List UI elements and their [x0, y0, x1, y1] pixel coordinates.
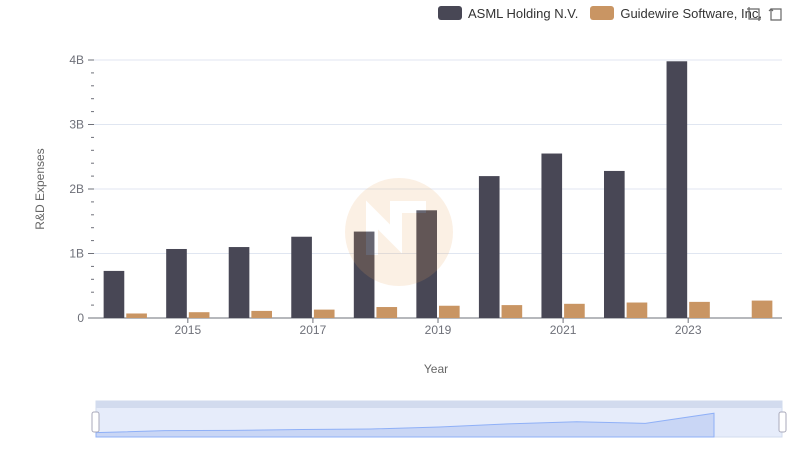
bar-guidewire-software-inc--2017[interactable]	[313, 309, 335, 318]
bar-guidewire-software-inc--2016[interactable]	[251, 310, 273, 318]
bar-guidewire-software-inc--2022[interactable]	[626, 302, 648, 318]
x-axis-title: Year	[423, 362, 449, 376]
legend-item-asml[interactable]: ASML Holding N.V.	[438, 6, 578, 21]
y-tick-label: 3B	[69, 118, 84, 132]
bar-asml-holding-n-v--2019[interactable]	[416, 210, 437, 318]
bar-guidewire-software-inc--2014[interactable]	[126, 313, 147, 318]
legend-item-guidewire[interactable]: Guidewire Software, Inc.	[590, 6, 762, 21]
x-tick-label: 2023	[675, 323, 702, 337]
bars	[103, 61, 773, 318]
bar-asml-holding-n-v--2022[interactable]	[603, 170, 625, 318]
bar-guidewire-software-inc--2015[interactable]	[188, 312, 210, 318]
x-tick-label: 2015	[174, 323, 201, 337]
bar-guidewire-software-inc--2023[interactable]	[689, 301, 710, 318]
bar-asml-holding-n-v--2016[interactable]	[228, 247, 250, 318]
bar-asml-holding-n-v--2014[interactable]	[103, 270, 125, 318]
y-axis-ticks: 0 1B 2B 3B 4B	[69, 53, 94, 325]
watermark-logo	[344, 177, 454, 287]
x-tick-label: 2019	[425, 323, 452, 337]
bar-asml-holding-n-v--2018[interactable]	[353, 231, 375, 318]
bar-asml-holding-n-v--2015[interactable]	[166, 248, 187, 318]
zoom-slider[interactable]	[91, 400, 787, 438]
y-tick-label: 0	[77, 311, 84, 325]
legend-swatch	[438, 6, 462, 20]
y-tick-label: 4B	[69, 53, 84, 67]
x-axis: 2015 2017 2019 2021 2023	[174, 318, 702, 337]
reset-icon[interactable]	[768, 6, 784, 22]
y-tick-label: 1B	[69, 247, 84, 261]
slider-left-handle[interactable]	[91, 411, 100, 433]
slider-series-preview	[95, 412, 715, 438]
bar-asml-holding-n-v--2017[interactable]	[291, 236, 312, 318]
bar-guidewire-software-inc--2018[interactable]	[376, 307, 398, 318]
bar-guidewire-software-inc--2021[interactable]	[564, 303, 585, 318]
toolbox	[746, 6, 784, 22]
legend-swatch	[590, 6, 615, 20]
slider-right-handle[interactable]	[778, 411, 787, 433]
x-tick-label: 2017	[300, 323, 327, 337]
bar-guidewire-software-inc--2019[interactable]	[439, 305, 460, 318]
legend-label: ASML Holding N.V.	[468, 5, 579, 21]
x-tick-label: 2021	[550, 323, 577, 337]
restore-zoom-icon[interactable]	[746, 6, 762, 22]
bar-asml-holding-n-v--2020[interactable]	[478, 176, 500, 318]
legend: ASML Holding N.V. Guidewire Software, In…	[438, 4, 762, 22]
legend-label: Guidewire Software, Inc.	[620, 5, 762, 21]
bar-asml-holding-n-v--2023[interactable]	[666, 61, 688, 318]
y-tick-label: 2B	[69, 182, 84, 196]
y-axis-title: R&D Expenses	[33, 148, 47, 230]
bar-guidewire-software-inc--2020[interactable]	[501, 305, 523, 318]
bar-guidewire-software-inc--2024[interactable]	[751, 300, 773, 318]
bar-asml-holding-n-v--2021[interactable]	[541, 153, 563, 318]
slider-top-bar	[96, 401, 782, 408]
